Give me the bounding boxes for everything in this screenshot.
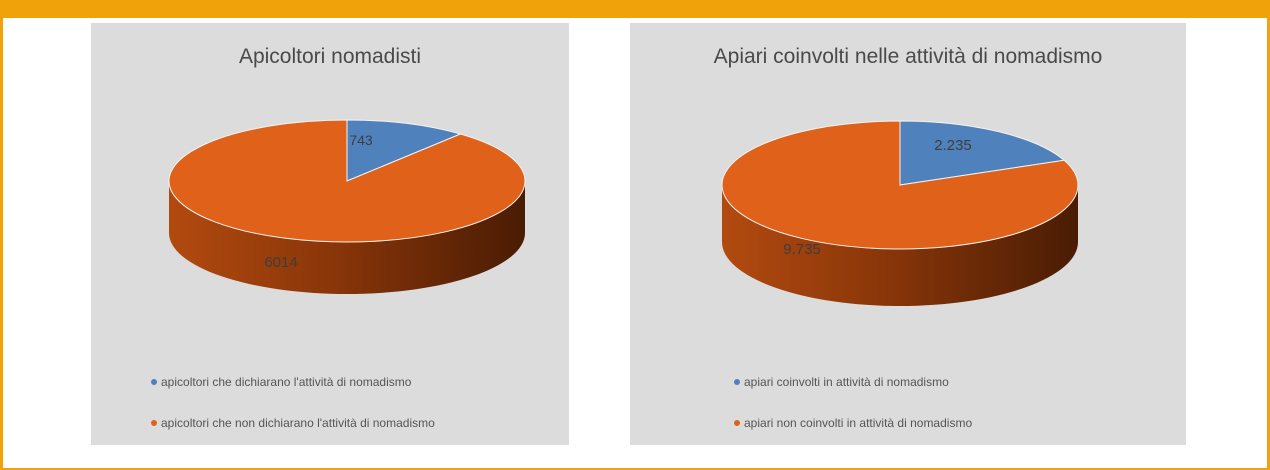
legend-item-not-declaring: apicoltori che non dichiarano l'attività…	[151, 416, 435, 430]
legend-label: apicoltori che non dichiarano l'attività…	[161, 416, 435, 430]
pie-side-wall	[169, 181, 525, 294]
pie-data-label-0: 2.235	[934, 137, 972, 154]
pie-chart-svg: 743 6014	[168, 119, 526, 294]
legend-label: apiari coinvolti in attività di nomadism…	[744, 375, 949, 389]
legend-label: apiari non coinvolti in attività di noma…	[744, 416, 973, 430]
chart-panel-apiaries: Apiari coinvolti nelle attività di nomad…	[630, 23, 1186, 445]
pie-data-label-0: 743	[349, 132, 373, 148]
pie-slice-1	[168, 119, 526, 243]
pie-chart-svg: 2.235 9.735	[721, 120, 1079, 306]
legend-label: apicoltori che dichiarano l'attività di …	[161, 375, 412, 389]
legend-item-declaring: apicoltori che dichiarano l'attività di …	[151, 375, 411, 389]
chart-title: Apiari coinvolti nelle attività di nomad…	[713, 45, 1103, 68]
pie-slice-0	[346, 119, 462, 182]
legend-swatch-blue	[151, 378, 157, 385]
legend-swatch-orange	[734, 419, 740, 426]
legend-item-involved: apiari coinvolti in attività di nomadism…	[734, 375, 949, 389]
top-banner	[0, 0, 1270, 18]
chart-panel-nomadic-beekeepers: Apicoltori nomadisti 743 6014 apicoltori …	[91, 23, 569, 445]
legend-swatch-orange	[151, 419, 157, 426]
pie-slice-0	[899, 120, 1066, 186]
pie-slice-1	[721, 120, 1079, 250]
legend-swatch-blue	[734, 378, 740, 385]
pie-data-label-1: 9.735	[783, 241, 821, 258]
pie-side-wall	[722, 185, 1078, 306]
pie-data-label-1: 6014	[264, 254, 297, 271]
chart-title: Apicoltori nomadisti	[238, 45, 422, 68]
legend-item-not-involved: apiari non coinvolti in attività di noma…	[734, 416, 972, 430]
